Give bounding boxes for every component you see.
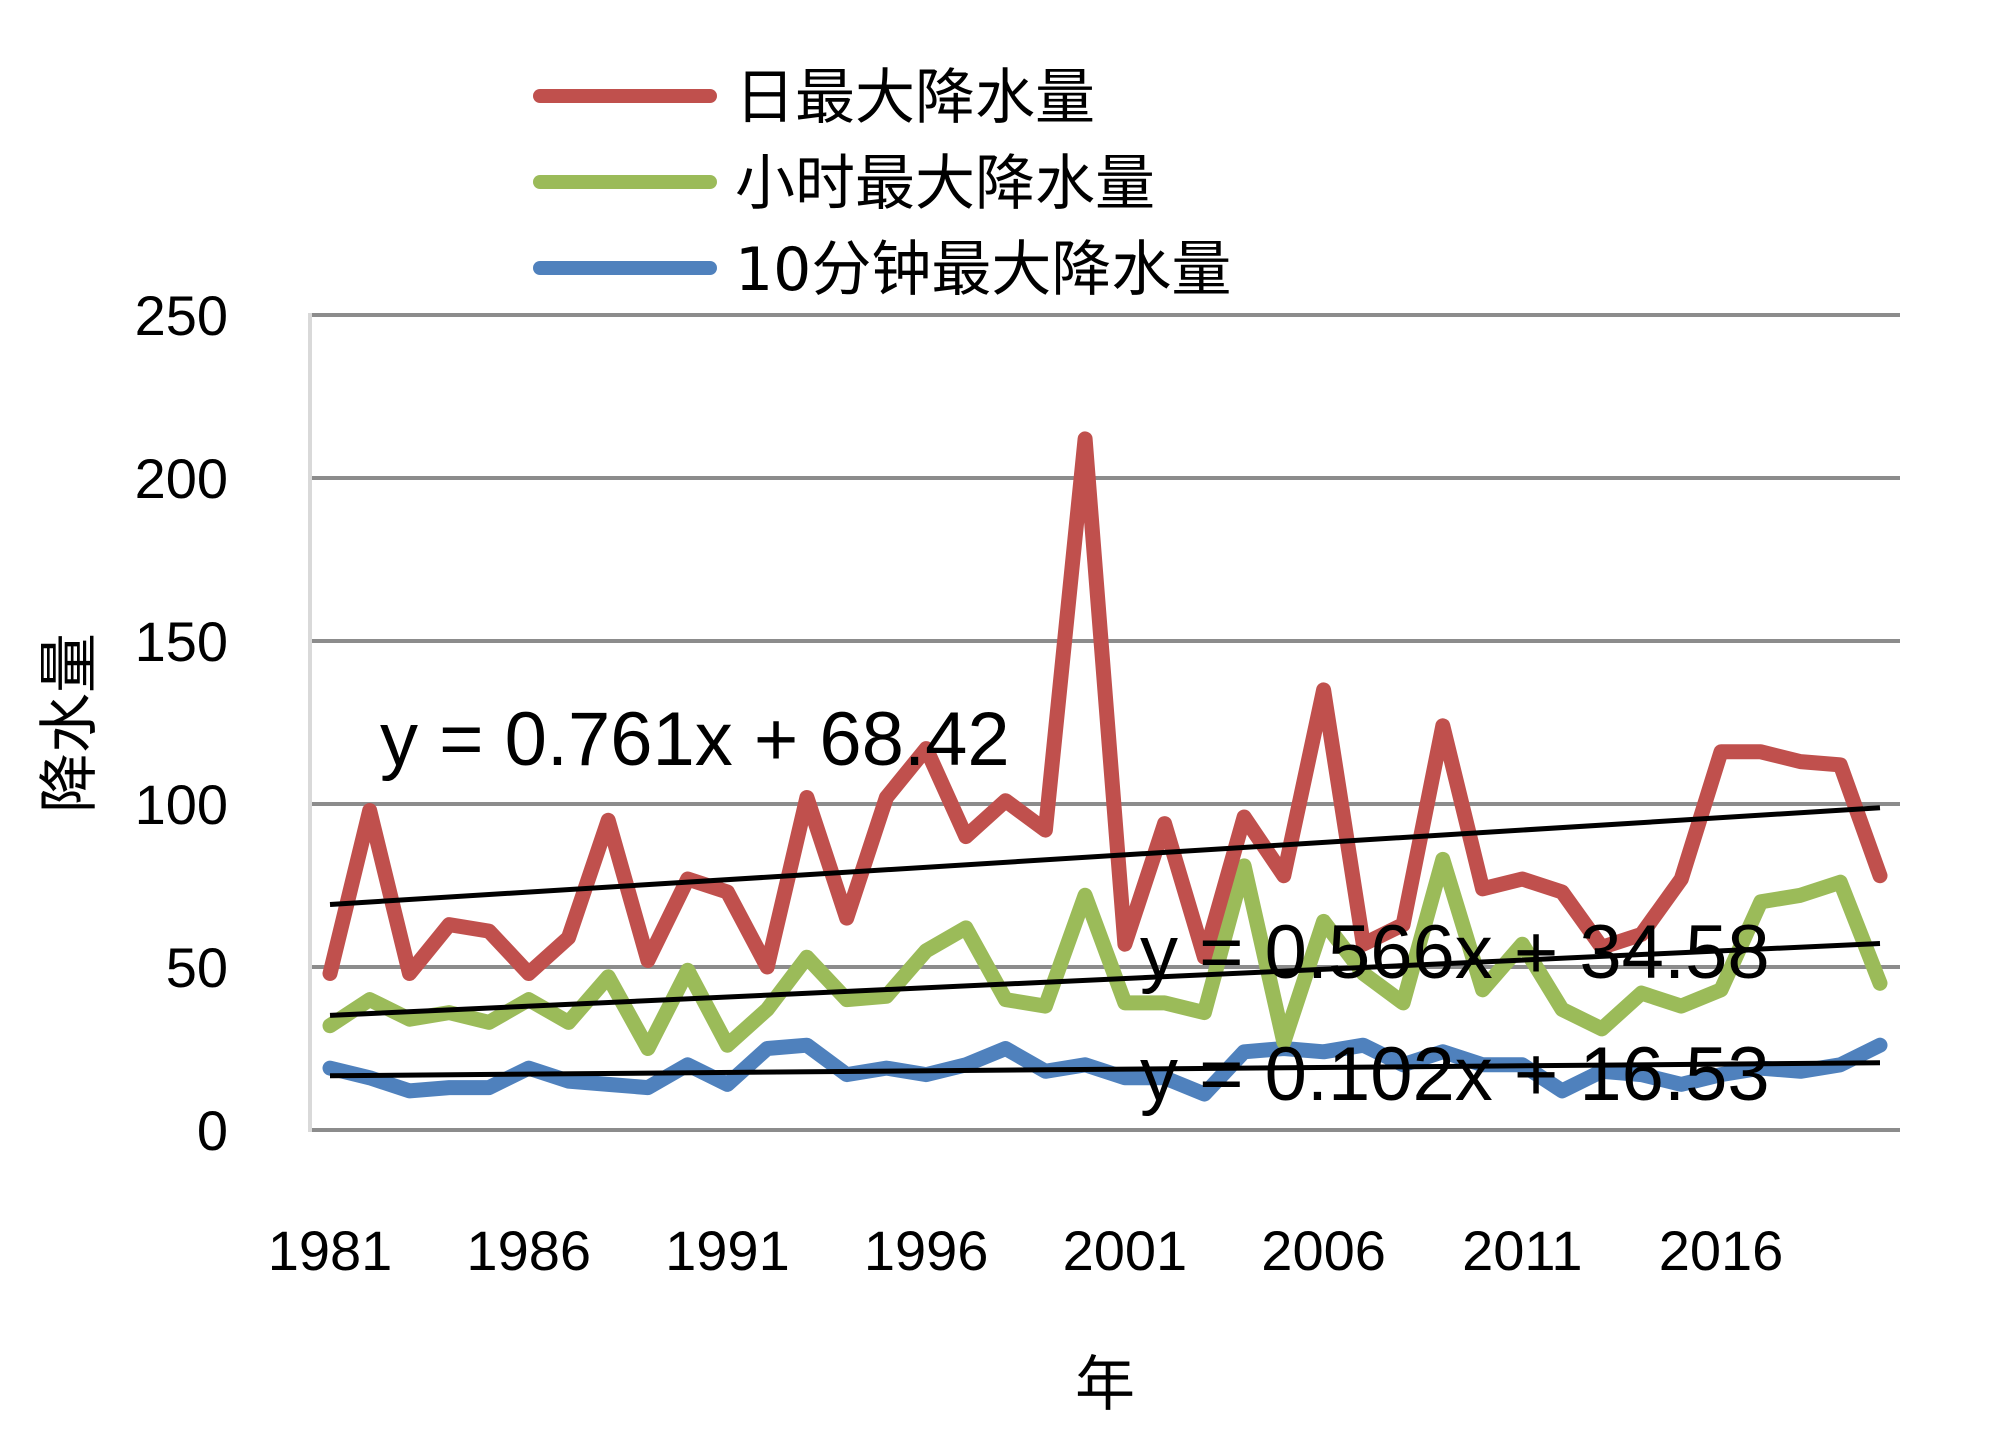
legend: 日最大降水量 小时最大降水量 10分钟最大降水量 bbox=[533, 63, 1231, 305]
trendline-equation-daily-max: y = 0.761x + 68.42 bbox=[380, 697, 1010, 782]
x-axis-title: 年 bbox=[1075, 1350, 1135, 1420]
series-line-daily-max bbox=[322, 431, 1888, 981]
y-tick-label: 150 bbox=[135, 610, 228, 673]
trendline-equation-hourly-max: y = 0.566x + 34.58 bbox=[1140, 910, 1770, 995]
gridlines bbox=[310, 313, 1900, 1132]
x-tick-label: 1981 bbox=[268, 1219, 393, 1282]
y-tick-label: 0 bbox=[197, 1099, 228, 1162]
x-tick-label: 2006 bbox=[1261, 1219, 1386, 1282]
x-tick-label: 1996 bbox=[864, 1219, 989, 1282]
legend-label-10min-max: 10分钟最大降水量 bbox=[735, 235, 1231, 305]
legend-label-hourly-max: 小时最大降水量 bbox=[735, 149, 1155, 219]
trendline-10min-max bbox=[329, 1060, 1881, 1079]
y-tick-label: 50 bbox=[166, 936, 228, 999]
x-tick-label: 2001 bbox=[1063, 1219, 1188, 1282]
legend-label-daily-max: 日最大降水量 bbox=[735, 63, 1095, 133]
x-tick-labels: 1981 1986 1991 1996 2001 2006 2011 2016 bbox=[268, 1219, 1784, 1282]
x-tick-label: 1986 bbox=[466, 1219, 591, 1282]
trendline-equations: y = 0.761x + 68.42 y = 0.566x + 34.58 y = … bbox=[380, 697, 1770, 1117]
trendline-hourly-max bbox=[329, 940, 1881, 1018]
trendline-equation-10min-max: y = 0.102x + 16.53 bbox=[1140, 1032, 1770, 1117]
x-tick-label: 2016 bbox=[1659, 1219, 1784, 1282]
y-axis-title: 降水量 bbox=[35, 633, 105, 813]
y-tick-label: 200 bbox=[135, 447, 228, 510]
y-tick-label: 100 bbox=[135, 773, 228, 836]
series-line-hourly-max bbox=[322, 851, 1888, 1056]
trendlines bbox=[329, 805, 1881, 1079]
trendline-daily-max bbox=[329, 805, 1881, 907]
x-tick-label: 2011 bbox=[1462, 1219, 1582, 1282]
x-tick-label: 1991 bbox=[665, 1219, 790, 1282]
y-tick-labels: 0 50 100 150 200 250 bbox=[135, 284, 228, 1162]
y-tick-label: 250 bbox=[135, 284, 228, 347]
